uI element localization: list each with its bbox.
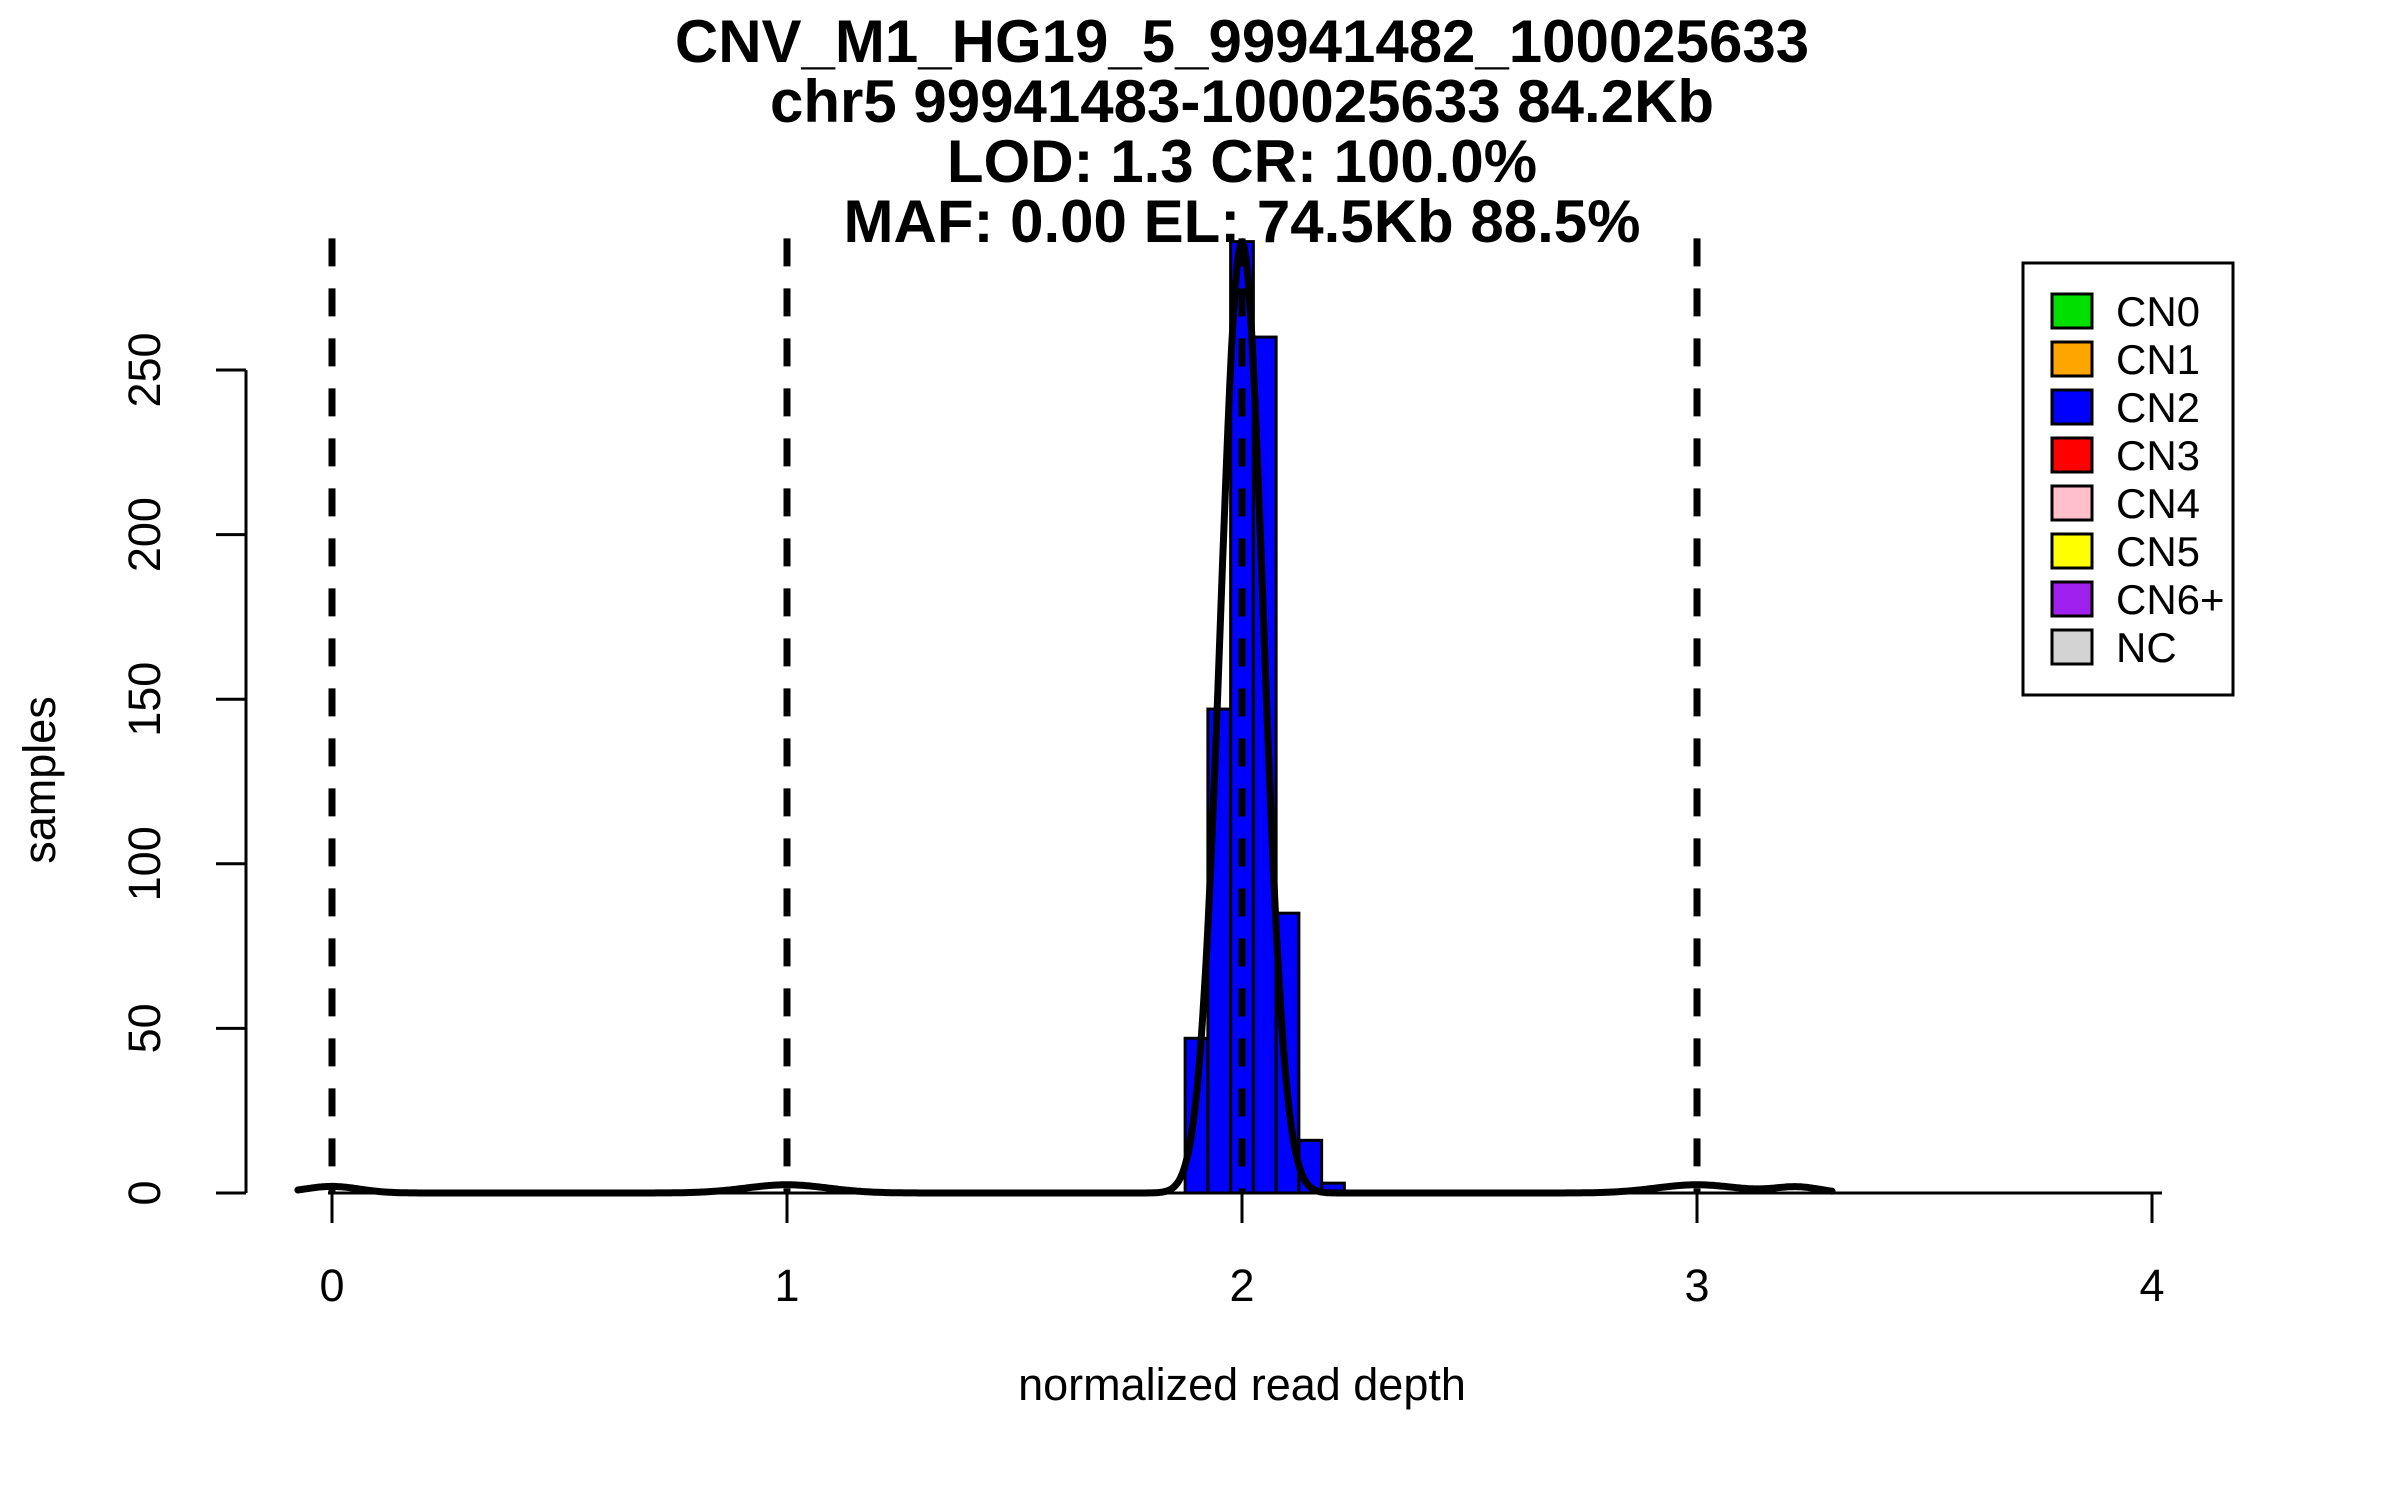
x-tick-label: 0	[319, 1260, 344, 1311]
x-axis: 0 1 2 3 4	[319, 1191, 2165, 1311]
legend-item: CN4	[2050, 480, 2200, 527]
density-curve	[294, 238, 1836, 1197]
x-tick-label: 4	[2139, 1260, 2164, 1311]
x-tick-label: 3	[1684, 1260, 1709, 1311]
y-axis-title: samples	[14, 696, 65, 864]
legend-label: CN6+	[2116, 576, 2225, 623]
plot-title-block: CNV_M1_HG19_5_99941482_100025633 chr5 99…	[675, 8, 1809, 255]
legend-swatch-nc	[2050, 628, 2094, 666]
y-axis: 0 50 100 150 200 250	[119, 332, 248, 1206]
legend-label: CN4	[2116, 480, 2200, 527]
legend-label: CN0	[2116, 288, 2200, 335]
legend-label: NC	[2116, 624, 2177, 671]
legend-label: CN2	[2116, 384, 2200, 431]
legend-item: NC	[2050, 624, 2177, 671]
legend-item: CN0	[2050, 288, 2200, 335]
legend-swatch-cn0	[2050, 292, 2094, 330]
legend-label: CN5	[2116, 528, 2200, 575]
plot-title-line-3: LOD: 1.3 CR: 100.0%	[947, 128, 1537, 195]
plot-title-line-2: chr5 99941483-100025633 84.2Kb	[770, 68, 1714, 135]
y-tick-label: 0	[119, 1180, 170, 1205]
legend-swatch-cn4	[2050, 484, 2094, 522]
legend-swatch-cn6plus	[2050, 580, 2094, 618]
legend-item: CN6+	[2050, 576, 2225, 623]
legend-item: CN2	[2050, 384, 2200, 431]
y-tick-label: 150	[119, 662, 170, 737]
y-tick-label: 100	[119, 826, 170, 901]
y-tick-label: 250	[119, 332, 170, 407]
x-axis-title: normalized read depth	[1018, 1359, 1466, 1410]
x-tick-label: 1	[774, 1260, 799, 1311]
legend-item: CN1	[2050, 336, 2200, 383]
y-tick-label: 200	[119, 497, 170, 572]
legend-item: CN3	[2050, 432, 2200, 479]
legend-swatch-cn2	[2050, 388, 2094, 426]
legend-label: CN1	[2116, 336, 2200, 383]
density-curve-path	[294, 238, 1836, 1197]
legend-box	[2021, 261, 2235, 697]
x-tick-label: 2	[1229, 1260, 1254, 1311]
legend-item: CN5	[2050, 528, 2200, 575]
copy-number-dashed-lines	[328, 238, 1701, 1193]
y-tick-label: 50	[119, 1003, 170, 1053]
legend-label: CN3	[2116, 432, 2200, 479]
plot-title-line-1: CNV_M1_HG19_5_99941482_100025633	[675, 8, 1809, 75]
legend-swatch-cn5	[2050, 532, 2094, 570]
legend-swatch-cn1	[2050, 340, 2094, 378]
legend-swatch-cn3	[2050, 436, 2094, 474]
